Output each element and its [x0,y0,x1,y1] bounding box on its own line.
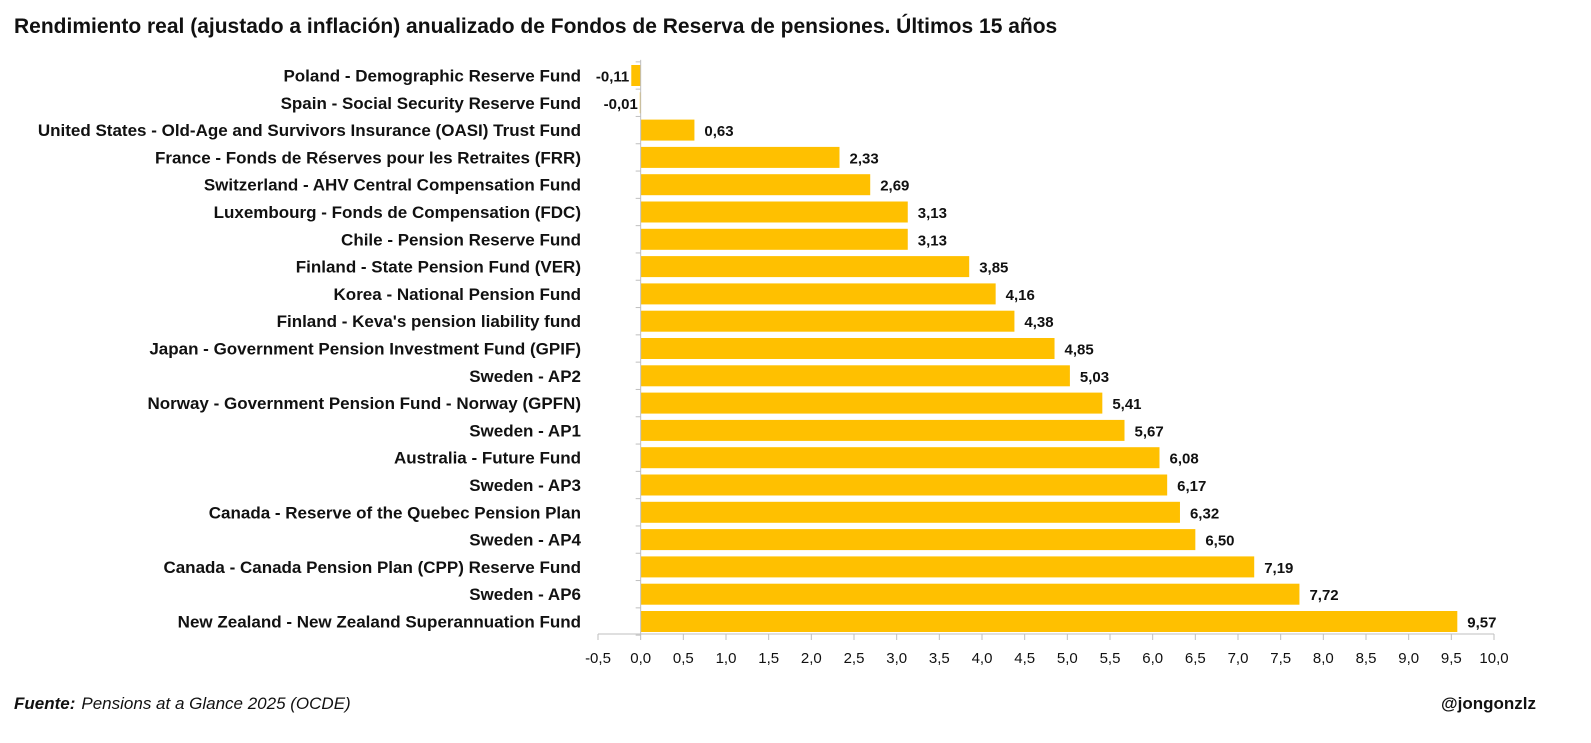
x-tick-label: 1,0 [716,650,737,667]
value-label: 3,85 [979,260,1008,277]
bar [640,310,1015,332]
category-label: Luxembourg - Fonds de Compensation (FDC) [214,203,581,222]
category-label: United States - Old-Age and Survivors In… [38,121,581,140]
bar [640,256,970,278]
x-tick-label: 0,0 [630,650,651,667]
category-label: Korea - National Pension Fund [334,285,581,304]
category-label: Finland - Keva's pension liability fund [277,312,581,331]
x-tick-label: 2,5 [844,650,865,667]
category-label: Sweden - AP6 [469,585,581,604]
category-label: Canada - Canada Pension Plan (CPP) Reser… [163,558,581,577]
category-label: Chile - Pension Reserve Fund [341,230,581,249]
category-label: France - Fonds de Réserves pour les Retr… [155,148,581,167]
value-label: 0,63 [704,123,733,140]
value-label: -0,11 [596,69,629,86]
bar [640,447,1160,469]
bar [640,228,908,250]
bar [640,556,1255,578]
x-tick-label: 8,5 [1356,650,1377,667]
value-label: 5,67 [1135,423,1164,440]
x-tick-label: 6,5 [1185,650,1206,667]
x-tick-label: 2,0 [801,650,822,667]
x-tick-label: 7,5 [1270,650,1291,667]
bar [640,529,1196,551]
source-note: Fuente: Pensions at a Glance 2025 (OCDE) [14,694,351,714]
x-tick-label: 3,0 [886,650,907,667]
source-text: Pensions at a Glance 2025 (OCDE) [81,694,351,713]
category-label: Sweden - AP3 [469,476,581,495]
category-label: New Zealand - New Zealand Superannuation… [178,613,581,632]
value-label: 4,16 [1006,287,1035,304]
x-tick-label: 6,0 [1142,650,1163,667]
category-label: Sweden - AP1 [469,421,581,440]
value-label: 9,57 [1467,615,1496,632]
x-tick-label: 5,0 [1057,650,1078,667]
category-label: Finland - State Pension Fund (VER) [296,258,581,277]
x-tick-label: 8,0 [1313,650,1334,667]
category-label: Sweden - AP2 [469,367,581,386]
bar [640,338,1055,359]
bar [640,583,1300,605]
value-label: 6,17 [1177,478,1206,495]
x-tick-label: 10,0 [1479,650,1508,667]
x-tick-label: 0,5 [673,650,694,667]
value-label: 7,19 [1264,560,1293,577]
value-label: 6,50 [1205,533,1234,550]
bar [640,474,1168,496]
bar-chart: Poland - Demographic Reserve Fund -0,11 Sp… [38,59,1509,667]
bar [640,283,996,305]
x-tick-label: -0,5 [585,650,611,667]
x-tick-label: 7,0 [1228,650,1249,667]
value-label: 2,69 [880,178,909,195]
x-tick-label: 9,0 [1398,650,1419,667]
category-label: Spain - Social Security Reserve Fund [281,94,581,113]
value-label: 4,85 [1065,342,1094,359]
value-label: -0,01 [604,96,638,113]
bar [640,365,1070,387]
value-label: 5,03 [1080,369,1109,386]
bar [631,65,641,86]
category-label: Norway - Government Pension Fund - Norwa… [147,394,581,413]
chart-title: Rendimiento real (ajustado a inflación) … [14,15,1058,38]
bar [640,419,1125,441]
category-label: Japan - Government Pension Investment Fu… [149,340,581,359]
value-label: 7,72 [1309,587,1338,604]
bar [640,146,840,168]
value-label: 4,38 [1024,314,1053,331]
value-label: 6,32 [1190,505,1219,522]
x-tick-label: 5,5 [1100,650,1121,667]
bar [640,392,1103,414]
category-label: Switzerland - AHV Central Compensation F… [204,176,581,195]
bar [640,201,908,223]
value-label: 6,08 [1169,451,1198,468]
bar [640,611,1458,632]
value-label: 3,13 [918,232,947,249]
x-tick-label: 9,5 [1441,650,1462,667]
bar [640,174,871,196]
author-credit: @jongonzlz [1441,694,1536,713]
bar [640,501,1180,523]
x-tick-label: 4,5 [1014,650,1035,667]
value-label: 3,13 [918,205,947,222]
x-tick-label: 1,5 [758,650,779,667]
bar [640,119,695,141]
x-tick-label: 3,5 [929,650,950,667]
value-label: 5,41 [1112,396,1141,413]
category-label: Sweden - AP4 [469,531,581,550]
value-label: 2,33 [849,150,878,167]
x-tick-label: 4,0 [972,650,993,667]
source-label: Fuente: [14,694,76,713]
category-label: Australia - Future Fund [394,449,581,468]
category-label: Canada - Reserve of the Quebec Pension P… [209,503,581,522]
category-label: Poland - Demographic Reserve Fund [283,67,581,86]
